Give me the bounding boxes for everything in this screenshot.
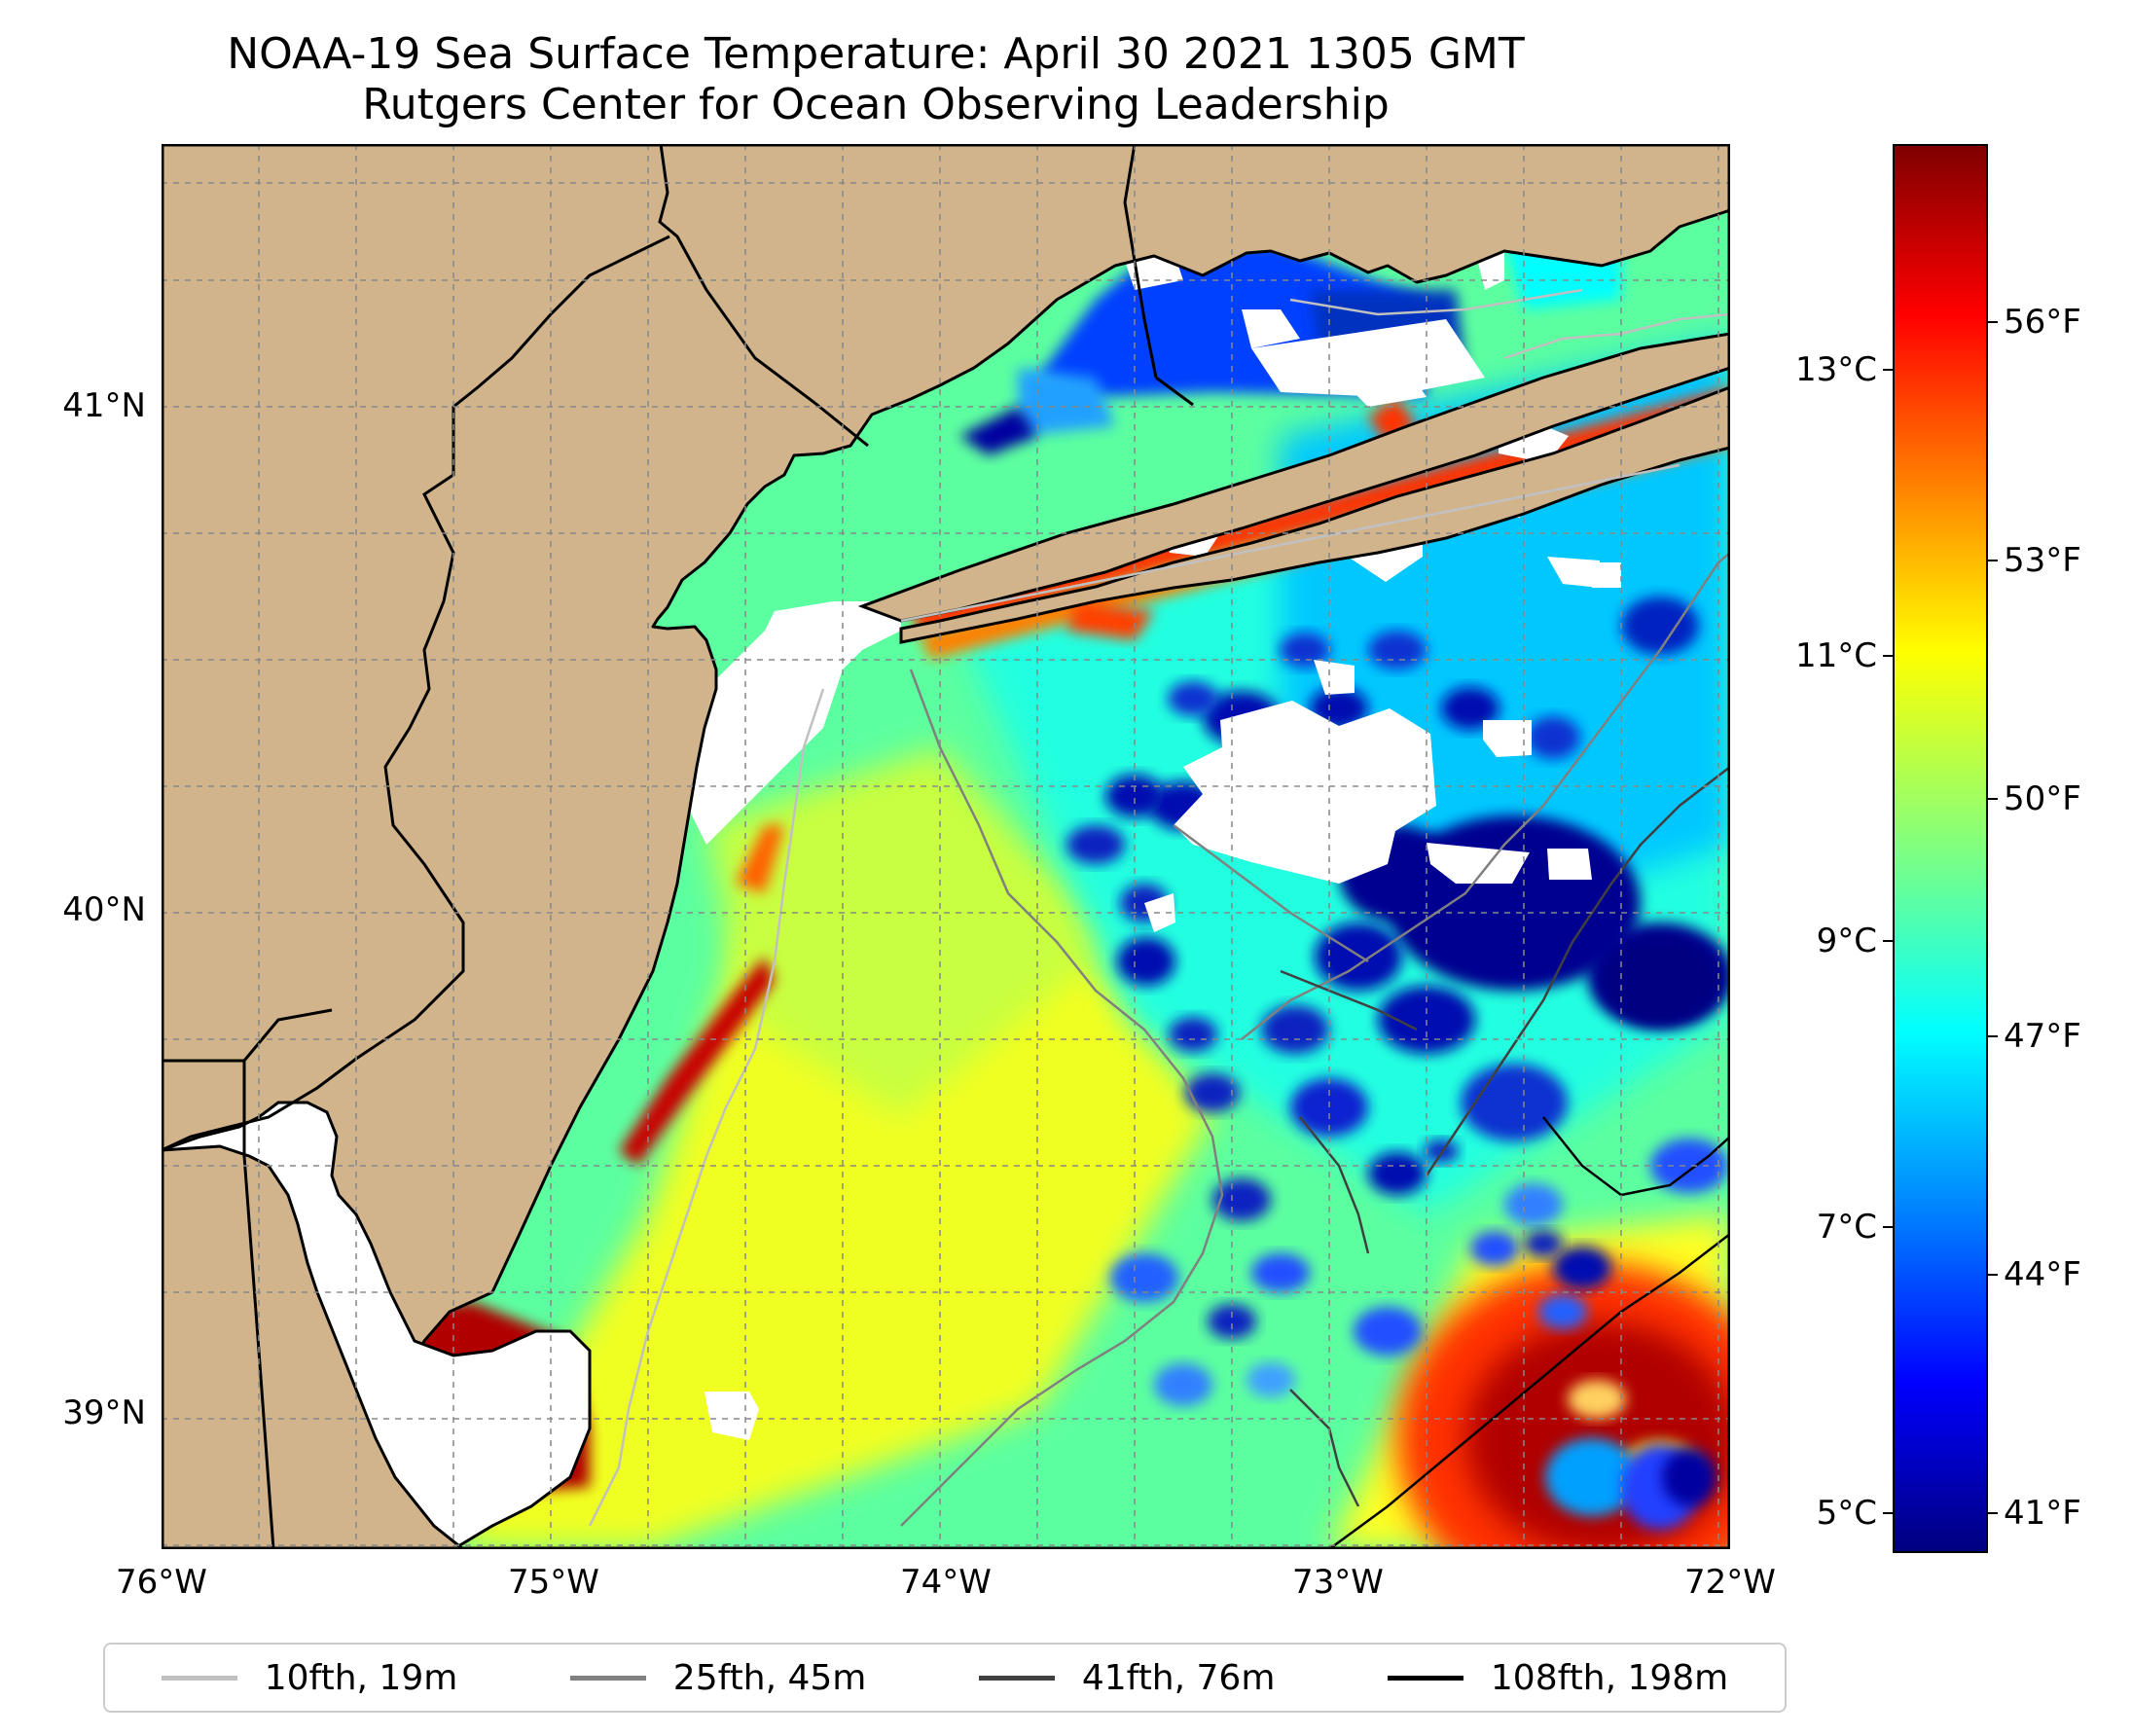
map-title: NOAA-19 Sea Surface Temperature: April 3… (227, 29, 1525, 79)
colorbar-celsius-tick (1883, 654, 1893, 657)
colorbar-celsius-tick (1883, 940, 1893, 943)
legend-label: 41fth, 76m (1081, 1657, 1276, 1698)
legend-item: 25fth, 45m (569, 1657, 867, 1698)
colorbar-fahrenheit-label: 53°F (2004, 540, 2081, 580)
colorbar-celsius-label: 7°C (1816, 1208, 1877, 1248)
colorbar-celsius-label: 13°C (1794, 350, 1877, 390)
x-tick-label: 75°W (508, 1563, 599, 1602)
y-tick-label: 40°N (62, 889, 146, 929)
colorbar-celsius-label: 5°C (1816, 1493, 1877, 1533)
legend-item: 41fth, 76m (978, 1657, 1276, 1698)
colorbar-fahrenheit-label: 41°F (2004, 1493, 2081, 1533)
colorbar-celsius-tick (1883, 1511, 1893, 1514)
map-frame (162, 144, 1730, 1549)
legend-line-swatch (978, 1675, 1055, 1681)
colorbar-fahrenheit-label: 56°F (2004, 303, 2081, 343)
legend-label: 10fth, 19m (264, 1657, 458, 1698)
temperature-colorbar (1893, 144, 1988, 1553)
colorbar-fahrenheit-tick (1988, 1274, 1998, 1277)
colorbar-celsius-label: 9°C (1816, 922, 1877, 961)
x-tick-label: 72°W (1684, 1563, 1776, 1602)
sst-map-canvas (162, 144, 1730, 1549)
legend-item: 10fth, 19m (161, 1657, 458, 1698)
colorbar-fahrenheit-label: 50°F (2004, 778, 2081, 818)
colorbar-fahrenheit-tick (1988, 1035, 1998, 1038)
y-tick-label: 41°N (62, 386, 146, 426)
map-subtitle: Rutgers Center for Ocean Observing Leade… (362, 80, 1390, 129)
colorbar-fahrenheit-label: 47°F (2004, 1017, 2081, 1057)
colorbar-celsius-tick (1883, 1226, 1893, 1229)
colorbar-celsius-label: 11°C (1794, 635, 1877, 675)
legend-label: 108fth, 198m (1490, 1657, 1729, 1698)
colorbar-fahrenheit-tick (1988, 1511, 1998, 1514)
legend-line-swatch (1387, 1675, 1463, 1681)
depth-legend: 10fth, 19m 25fth, 45m 41fth, 76m 108fth, 19… (103, 1643, 1787, 1713)
colorbar-fahrenheit-tick (1988, 797, 1998, 800)
land (162, 144, 1730, 1549)
legend-line-swatch (569, 1675, 646, 1681)
legend-line-swatch (161, 1675, 237, 1681)
colorbar-fahrenheit-label: 44°F (2004, 1255, 2081, 1295)
x-tick-label: 74°W (900, 1563, 992, 1602)
legend-item: 108fth, 198m (1387, 1657, 1729, 1698)
sst-map (162, 144, 1730, 1549)
colorbar-celsius-tick (1883, 369, 1893, 372)
colorbar-fahrenheit-tick (1988, 559, 1998, 561)
legend-label: 25fth, 45m (672, 1657, 867, 1698)
x-tick-label: 76°W (116, 1563, 207, 1602)
y-tick-label: 39°N (62, 1393, 146, 1433)
x-tick-label: 73°W (1292, 1563, 1384, 1602)
colorbar-fahrenheit-tick (1988, 321, 1998, 324)
gridlines (162, 144, 1730, 1549)
